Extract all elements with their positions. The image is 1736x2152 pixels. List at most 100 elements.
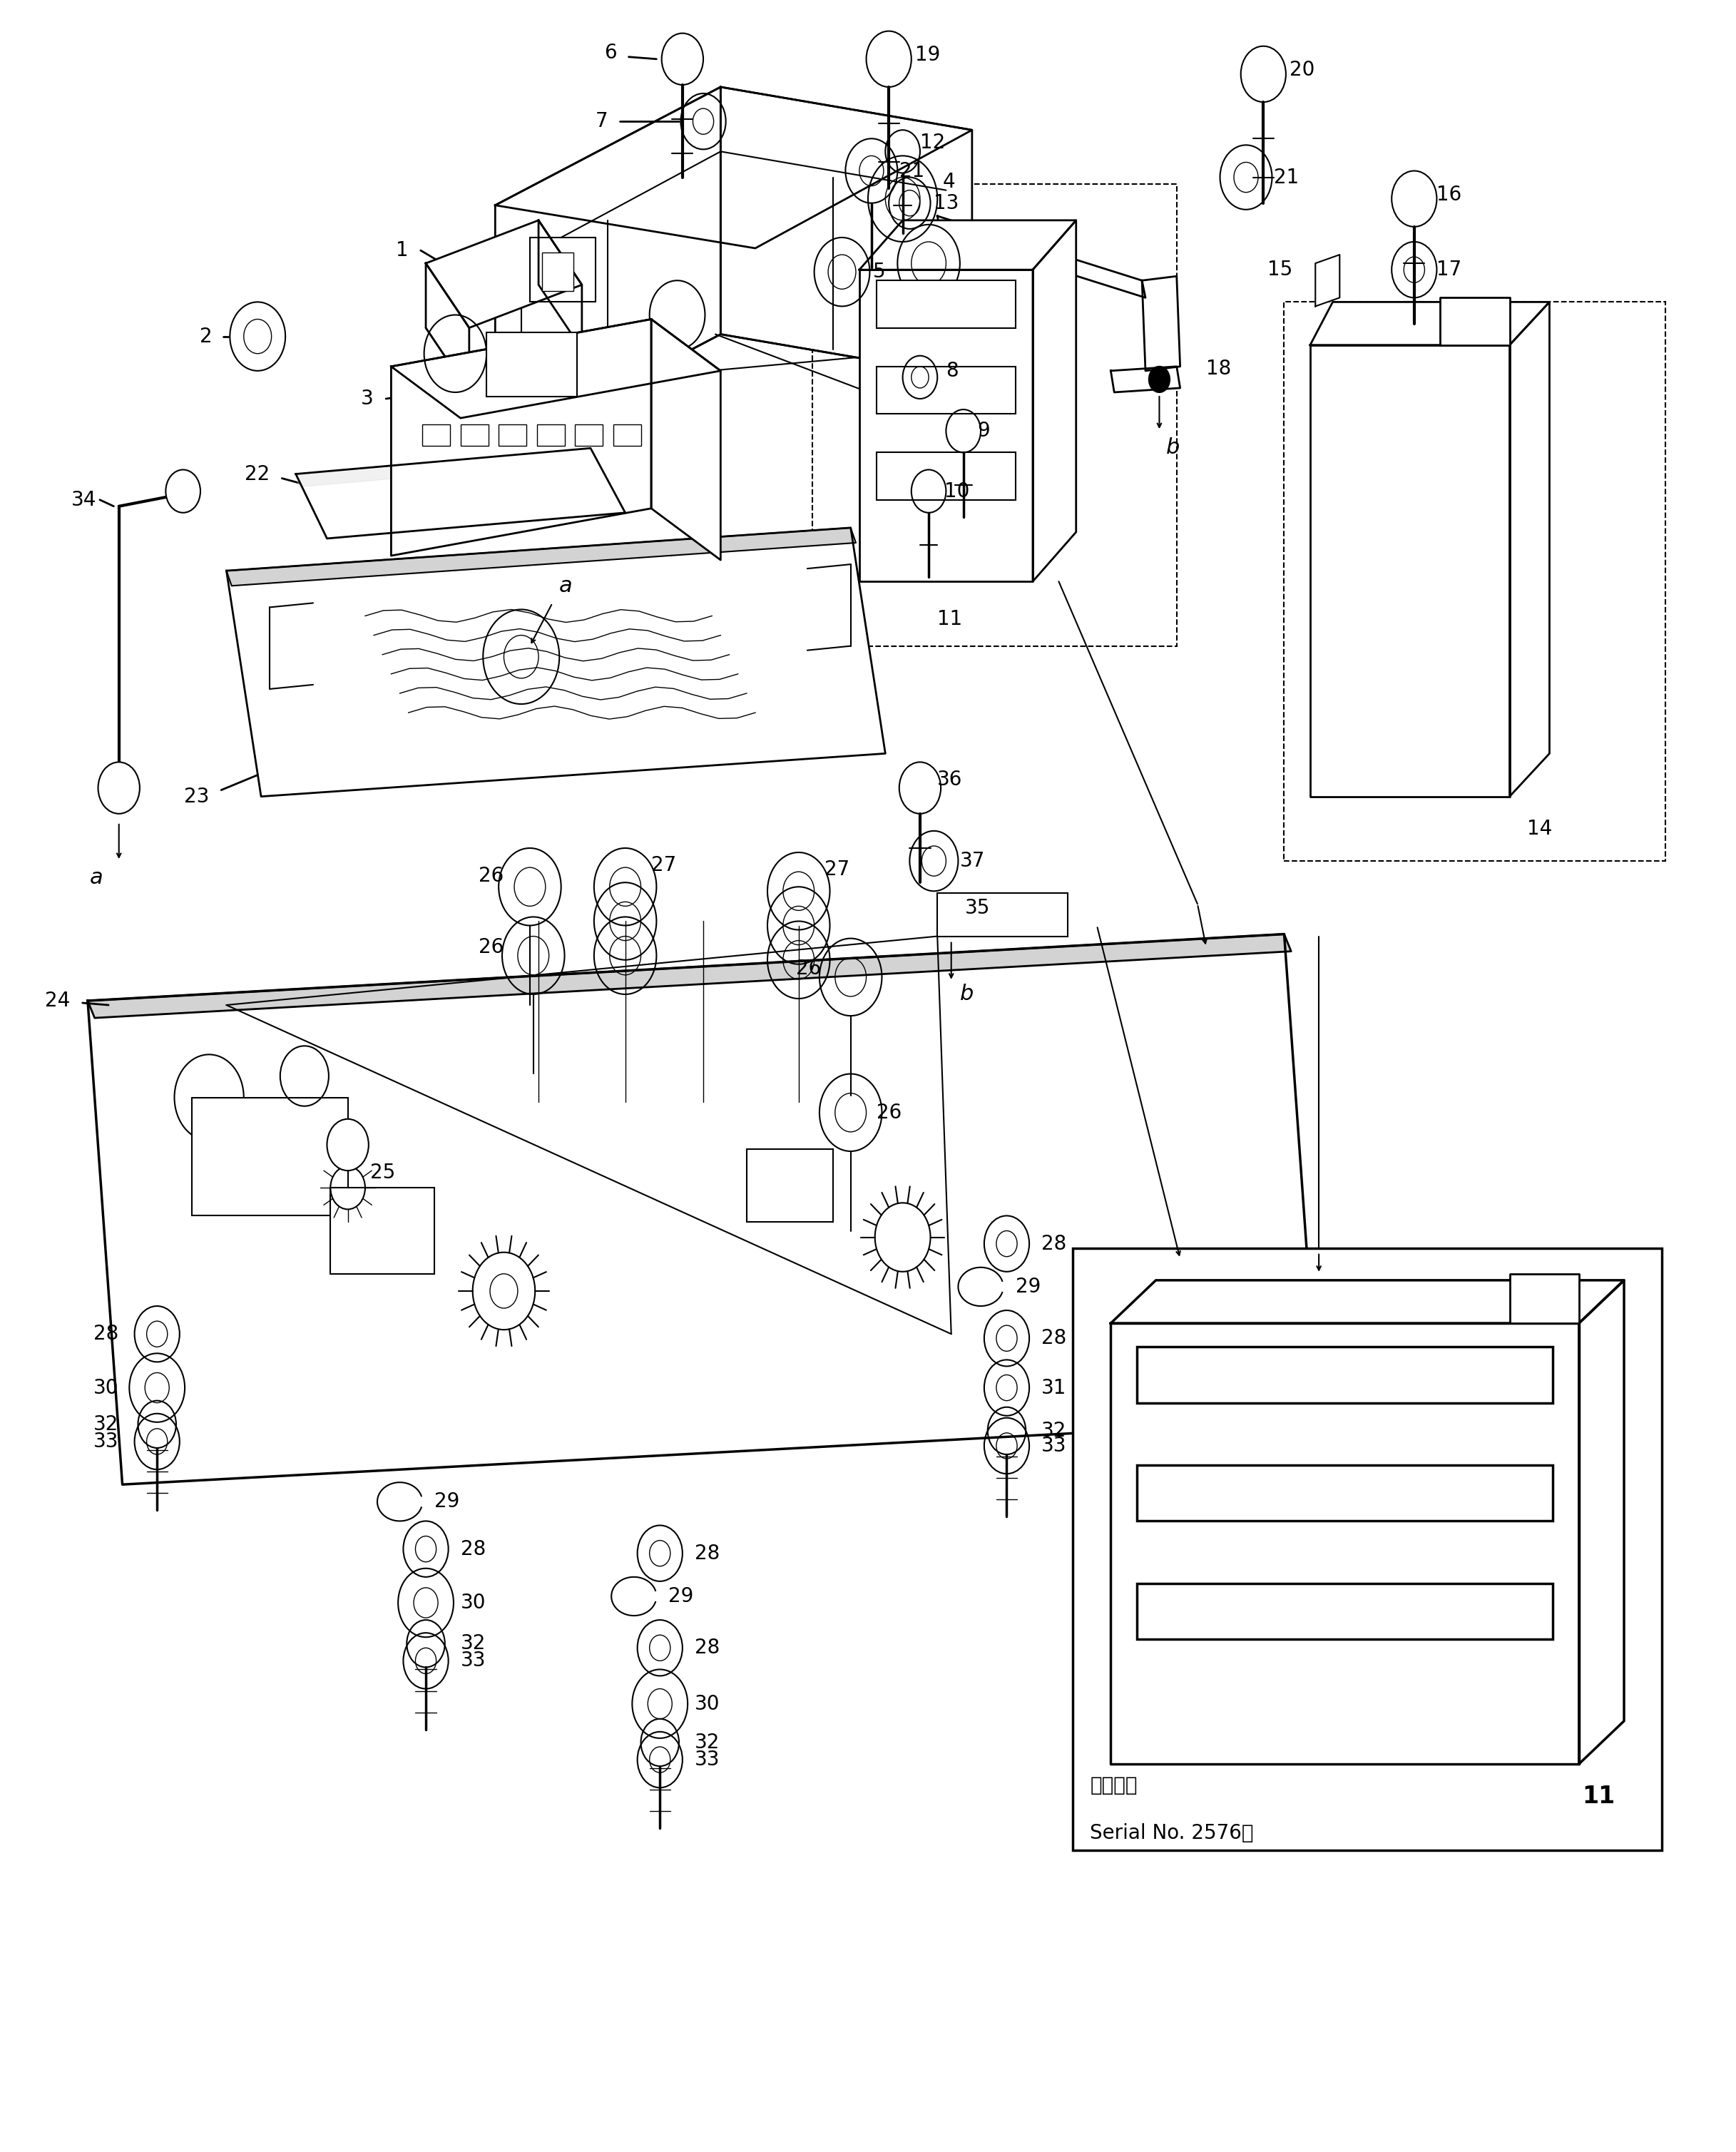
Polygon shape — [425, 263, 469, 392]
Bar — [529, 237, 595, 301]
Bar — [746, 1149, 833, 1222]
Text: 3: 3 — [361, 390, 373, 409]
Text: 32: 32 — [460, 1633, 486, 1653]
Polygon shape — [1033, 220, 1076, 581]
Text: 26: 26 — [479, 936, 503, 958]
Text: 24: 24 — [45, 990, 71, 1011]
Bar — [486, 331, 576, 396]
Text: 4: 4 — [943, 172, 955, 192]
Text: 26: 26 — [797, 958, 821, 979]
Text: 8: 8 — [946, 362, 958, 381]
Bar — [191, 1098, 347, 1216]
Polygon shape — [1311, 301, 1550, 344]
Text: 28: 28 — [1042, 1233, 1066, 1255]
Polygon shape — [295, 448, 625, 538]
Polygon shape — [391, 318, 720, 417]
Polygon shape — [1111, 366, 1180, 392]
Text: 18: 18 — [1207, 359, 1231, 379]
Text: 33: 33 — [1042, 1435, 1066, 1455]
Text: 33: 33 — [94, 1431, 118, 1450]
Text: 33: 33 — [694, 1750, 720, 1769]
Polygon shape — [1142, 275, 1180, 370]
Text: 21: 21 — [1274, 168, 1299, 187]
Polygon shape — [538, 220, 582, 349]
Text: 29: 29 — [668, 1586, 694, 1605]
Text: 13: 13 — [934, 194, 958, 213]
Bar — [877, 452, 1016, 499]
Bar — [1285, 301, 1665, 861]
Polygon shape — [859, 269, 1033, 581]
Polygon shape — [495, 86, 720, 452]
Text: 7: 7 — [595, 112, 608, 131]
Text: 11: 11 — [1583, 1784, 1616, 1808]
Bar — [536, 424, 564, 445]
Bar — [1137, 1466, 1554, 1521]
Text: 29: 29 — [1016, 1276, 1040, 1298]
Text: Serial No. 2576～: Serial No. 2576～ — [1090, 1823, 1253, 1842]
Text: 2: 2 — [200, 327, 212, 346]
Text: 30: 30 — [460, 1592, 486, 1612]
Text: 23: 23 — [184, 785, 208, 807]
Bar — [812, 183, 1177, 646]
Text: 33: 33 — [460, 1651, 486, 1670]
Text: 37: 37 — [960, 850, 984, 872]
Text: 19: 19 — [915, 45, 941, 65]
Text: 6: 6 — [604, 43, 616, 62]
Text: b: b — [960, 983, 974, 1005]
Polygon shape — [651, 318, 720, 560]
Text: 20: 20 — [1290, 60, 1314, 80]
Polygon shape — [226, 527, 885, 796]
Text: 12: 12 — [920, 133, 944, 153]
Text: 32: 32 — [94, 1414, 118, 1433]
Text: 21: 21 — [899, 161, 924, 181]
Text: 17: 17 — [1437, 260, 1462, 280]
Text: 32: 32 — [694, 1732, 720, 1752]
Text: 28: 28 — [460, 1539, 486, 1558]
Circle shape — [99, 762, 139, 813]
Polygon shape — [1311, 344, 1510, 796]
Circle shape — [165, 469, 200, 512]
Bar — [422, 424, 450, 445]
Polygon shape — [1111, 1323, 1580, 1765]
Text: 26: 26 — [479, 865, 503, 887]
Bar — [877, 366, 1016, 413]
Bar — [877, 280, 1016, 327]
Text: 15: 15 — [1267, 260, 1293, 280]
Text: 28: 28 — [694, 1543, 720, 1562]
Text: 26: 26 — [877, 1102, 901, 1123]
Polygon shape — [495, 86, 972, 247]
Bar — [330, 1188, 434, 1274]
Bar — [460, 424, 488, 445]
Bar — [613, 424, 641, 445]
Polygon shape — [1111, 1280, 1625, 1323]
Polygon shape — [1510, 301, 1550, 796]
Polygon shape — [89, 934, 1319, 1485]
Text: 31: 31 — [1042, 1377, 1066, 1399]
Text: 9: 9 — [977, 422, 990, 441]
Polygon shape — [720, 86, 972, 377]
Text: b: b — [1167, 437, 1180, 458]
Text: 11: 11 — [937, 609, 962, 628]
Polygon shape — [425, 220, 582, 327]
Bar — [498, 424, 526, 445]
Polygon shape — [89, 934, 1292, 1018]
Text: 適用号機: 適用号機 — [1090, 1775, 1137, 1795]
Bar — [1137, 1584, 1554, 1640]
Text: 16: 16 — [1437, 185, 1462, 204]
Bar — [937, 893, 1068, 936]
Polygon shape — [859, 220, 1076, 269]
Text: 34: 34 — [71, 491, 97, 510]
Text: 32: 32 — [1042, 1420, 1066, 1440]
Polygon shape — [937, 215, 1146, 297]
Text: 14: 14 — [1528, 818, 1552, 839]
Bar — [1073, 1248, 1661, 1851]
Text: 28: 28 — [694, 1638, 720, 1657]
Text: 22: 22 — [245, 465, 269, 484]
Text: 30: 30 — [694, 1694, 720, 1713]
Text: 1: 1 — [396, 241, 408, 260]
Text: 28: 28 — [94, 1323, 118, 1345]
Text: 29: 29 — [434, 1491, 460, 1511]
Text: 10: 10 — [944, 482, 969, 501]
Circle shape — [1149, 366, 1170, 392]
Polygon shape — [226, 527, 856, 585]
